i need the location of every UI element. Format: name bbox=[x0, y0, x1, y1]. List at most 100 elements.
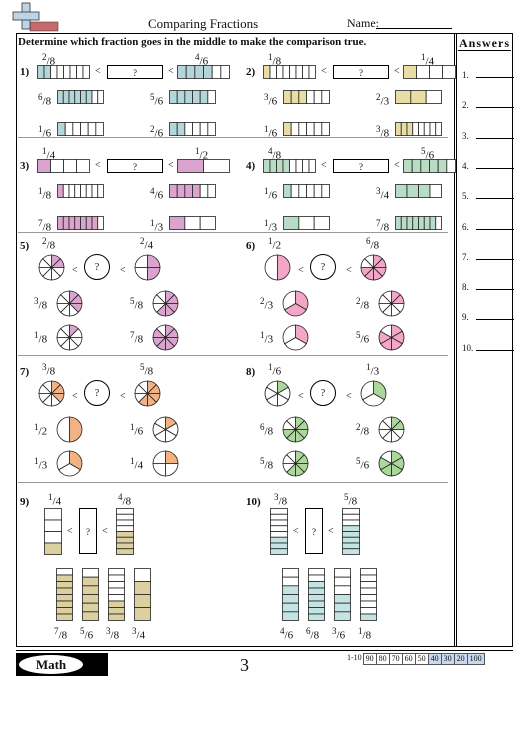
fraction-column bbox=[270, 508, 288, 555]
fraction-slash: / bbox=[272, 149, 276, 162]
denominator: 6 bbox=[157, 95, 164, 108]
answer-blank[interactable] bbox=[476, 107, 514, 109]
bar-cell bbox=[80, 216, 87, 230]
fraction-circle bbox=[360, 254, 387, 281]
fraction-bar bbox=[169, 184, 216, 198]
bar-cell bbox=[395, 184, 408, 198]
answer-box[interactable]: ? bbox=[333, 159, 389, 173]
fraction-column bbox=[82, 568, 99, 621]
answer-blank[interactable] bbox=[476, 258, 514, 260]
column-cell bbox=[134, 568, 151, 582]
score-cell: 40 bbox=[427, 653, 442, 665]
column-cell bbox=[116, 542, 134, 550]
score-cell: 30 bbox=[440, 653, 455, 665]
answer-number: 2. bbox=[462, 100, 469, 111]
fraction-circle bbox=[282, 290, 309, 317]
column-cell bbox=[270, 513, 288, 521]
fraction-label: 5/8 bbox=[260, 456, 273, 472]
fraction-label: 1/3 bbox=[366, 362, 379, 378]
fraction-bar bbox=[283, 184, 330, 198]
denominator: 6 bbox=[271, 95, 278, 108]
answer-circle[interactable]: ? bbox=[310, 380, 336, 406]
bar-cell bbox=[68, 184, 76, 198]
answer-blank[interactable] bbox=[476, 349, 514, 351]
column-cell bbox=[334, 602, 351, 613]
circle-slice bbox=[60, 290, 70, 305]
fraction-slash: / bbox=[360, 333, 364, 346]
fraction-bar bbox=[395, 216, 442, 230]
answer-blank[interactable] bbox=[476, 319, 514, 321]
denominator: 8 bbox=[351, 495, 358, 508]
bar-cell bbox=[429, 216, 437, 230]
bar-cell bbox=[192, 184, 201, 198]
name-field[interactable] bbox=[376, 28, 452, 29]
bar-cell bbox=[412, 216, 419, 230]
fraction-slash: / bbox=[42, 189, 46, 202]
fraction-label: 6/8 bbox=[38, 92, 51, 108]
problem-number: 8) bbox=[246, 366, 256, 378]
fraction-slash: / bbox=[122, 495, 126, 508]
answer-blank[interactable] bbox=[476, 77, 514, 78]
answer-blank[interactable] bbox=[476, 167, 514, 169]
numerator: 3 bbox=[274, 492, 279, 502]
answer-circle[interactable]: ? bbox=[84, 380, 110, 406]
denominator: 6 bbox=[87, 629, 94, 642]
answer-blank[interactable] bbox=[476, 228, 514, 230]
fraction-bar bbox=[263, 159, 316, 173]
answer-box[interactable]: ? bbox=[107, 65, 163, 79]
bar-cell bbox=[62, 90, 70, 104]
circle-slice bbox=[360, 380, 374, 401]
circle-slice bbox=[152, 450, 166, 464]
numerator: 3 bbox=[132, 626, 137, 636]
less-than-sign: < bbox=[293, 526, 299, 537]
column-cell bbox=[360, 600, 377, 608]
bar-cell bbox=[321, 90, 330, 104]
answer-circle[interactable]: ? bbox=[84, 254, 110, 280]
answer-blank[interactable] bbox=[476, 289, 514, 291]
less-than-sign: < bbox=[394, 66, 400, 77]
column-cell bbox=[56, 587, 73, 595]
denominator: 8 bbox=[49, 55, 56, 68]
answer-box[interactable]: ? bbox=[79, 508, 97, 554]
answer-circle[interactable]: ? bbox=[310, 254, 336, 280]
fraction-label: 7/8 bbox=[54, 626, 67, 642]
numerator: 1 bbox=[34, 330, 39, 340]
circle-slice bbox=[156, 290, 166, 305]
answer-box[interactable]: ? bbox=[107, 159, 163, 173]
bar-cell bbox=[442, 65, 456, 79]
answers-heading: Answers bbox=[459, 36, 510, 50]
fraction-label: 1/2 bbox=[34, 422, 47, 438]
problem-number: 9) bbox=[20, 496, 30, 508]
fraction-slash: / bbox=[134, 425, 138, 438]
fraction-circle bbox=[282, 416, 309, 443]
numerator: 6 bbox=[38, 92, 43, 102]
bar-cell bbox=[91, 90, 99, 104]
column-cell bbox=[56, 613, 73, 621]
answer-box[interactable]: ? bbox=[305, 508, 323, 554]
fraction-bar bbox=[395, 184, 442, 198]
answer-blank[interactable] bbox=[476, 198, 514, 200]
bar-cell bbox=[62, 216, 70, 230]
fraction-slash: / bbox=[42, 221, 46, 234]
bar-cell bbox=[406, 216, 414, 230]
problem-number: 2) bbox=[246, 66, 256, 78]
less-than-sign: < bbox=[72, 391, 78, 402]
column-cell bbox=[282, 602, 299, 613]
numerator: 2 bbox=[42, 236, 47, 246]
column-cell bbox=[308, 613, 325, 621]
bar-cell bbox=[423, 216, 431, 230]
less-than-sign: < bbox=[95, 160, 101, 171]
fraction-circle bbox=[152, 416, 179, 443]
answer-blank[interactable] bbox=[476, 137, 514, 139]
fraction-slash: / bbox=[84, 629, 88, 642]
fraction-slash: / bbox=[272, 55, 276, 68]
circle-slice bbox=[266, 380, 278, 395]
numerator: 4 bbox=[150, 186, 155, 196]
fraction-bar bbox=[169, 90, 216, 104]
answer-box[interactable]: ? bbox=[333, 65, 389, 79]
bar-cell bbox=[395, 216, 402, 230]
fraction-label: 3/6 bbox=[264, 92, 277, 108]
numerator: 5 bbox=[344, 492, 349, 502]
fraction-label: 7/8 bbox=[130, 330, 143, 346]
fraction-slash: / bbox=[310, 629, 314, 642]
